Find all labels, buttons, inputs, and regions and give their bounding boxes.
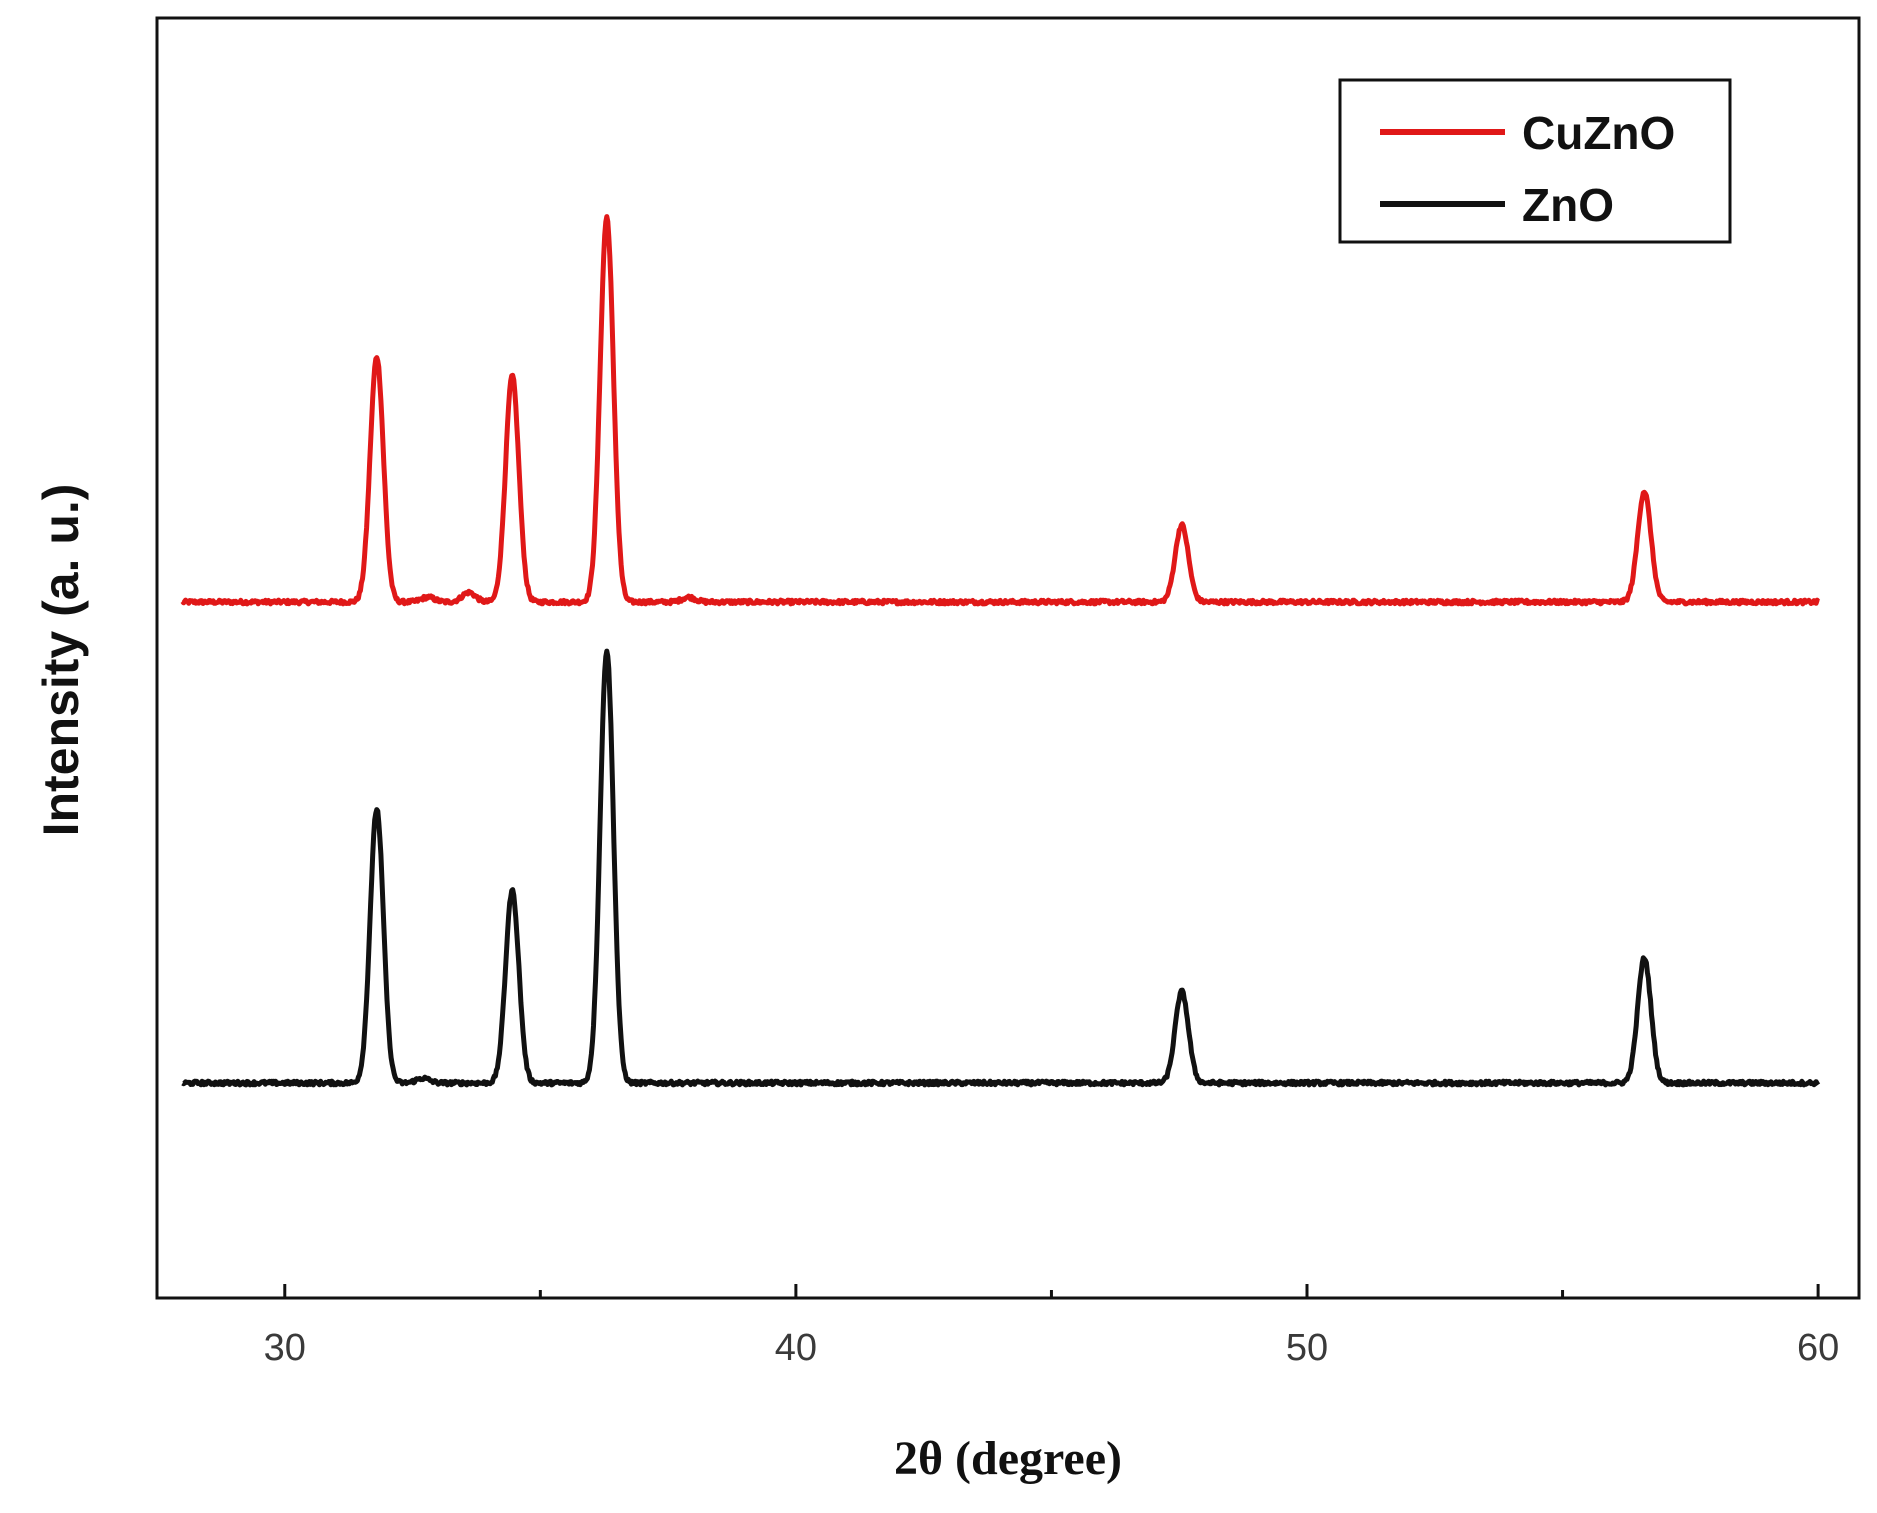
- legend-label-zno: ZnO: [1522, 179, 1614, 231]
- series-line-cuzno: [180, 214, 1821, 607]
- x-axis-ticks: 30 40 50 60: [264, 1284, 1839, 1369]
- legend: CuZnO ZnO: [1338, 78, 1732, 244]
- x-tick-label: 60: [1797, 1327, 1839, 1369]
- series-line-zno: [181, 648, 1821, 1088]
- y-axis-title: Intensity (a. u.): [33, 484, 89, 837]
- x-axis-title: 2θ (degree): [894, 1432, 1122, 1485]
- legend-label-cuzno: CuZnO: [1522, 107, 1675, 159]
- x-tick-label: 50: [1286, 1327, 1328, 1369]
- x-tick-label: 30: [264, 1327, 306, 1369]
- series-layer: [180, 214, 1821, 1088]
- plot-frame: [155, 16, 1861, 1300]
- x-tick-label: 40: [775, 1327, 817, 1369]
- legend-box: [1338, 78, 1732, 244]
